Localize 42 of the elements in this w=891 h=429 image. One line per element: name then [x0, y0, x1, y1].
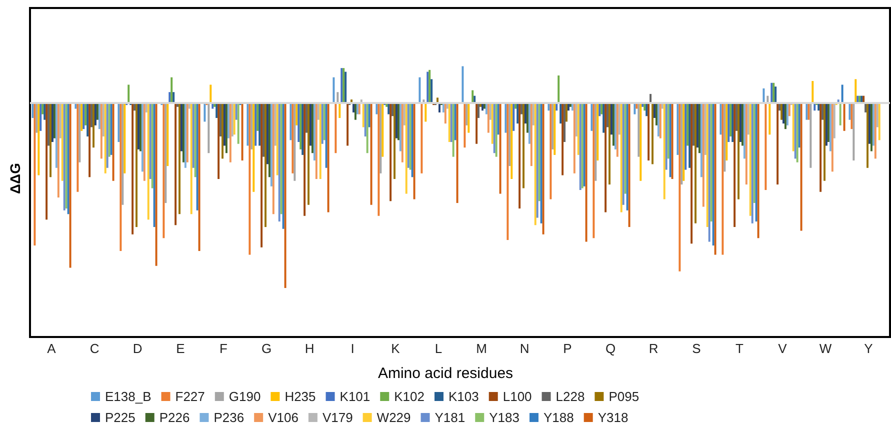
legend-label: E138_B	[105, 389, 152, 404]
legend-label: L228	[556, 389, 585, 404]
x-tick-label: L	[434, 341, 442, 356]
x-axis-title: Amino acid residues	[378, 365, 514, 382]
legend-label: K101	[340, 389, 370, 404]
legend-label: W229	[376, 410, 411, 425]
x-tick-label: C	[90, 341, 100, 356]
legend-label: V179	[322, 410, 353, 425]
x-tick-label: P	[563, 341, 572, 356]
x-tick-label: R	[648, 341, 658, 356]
x-tick-label: H	[304, 341, 314, 356]
legend-label: Y188	[543, 410, 574, 425]
x-tick-label: S	[692, 341, 702, 356]
x-tick-label: V	[778, 341, 788, 356]
legend-label: Y183	[489, 410, 520, 425]
x-tick-label: Q	[605, 341, 616, 356]
x-tick-label: A	[47, 341, 56, 356]
legend-label: K103	[448, 389, 479, 404]
x-tick-label: G	[261, 341, 272, 356]
legend-label: L100	[502, 389, 532, 404]
x-tick-label: I	[350, 341, 354, 356]
y-axis-title: ΔΔG	[7, 162, 23, 194]
legend-label: V106	[268, 410, 298, 425]
legend-label: K102	[394, 389, 425, 404]
x-tick-label: F	[220, 341, 228, 356]
legend-label: P225	[105, 410, 136, 425]
x-tick-label: W	[819, 341, 832, 356]
x-tick-label: E	[176, 341, 186, 356]
legend-label: P226	[159, 410, 190, 425]
legend-label: P095	[608, 389, 640, 404]
legend-label: F227	[175, 389, 205, 404]
x-tick-label: T	[736, 341, 744, 356]
x-tick-label: K	[391, 341, 400, 356]
x-tick-label: M	[476, 341, 487, 356]
legend-label: P236	[214, 410, 244, 425]
legend-label: Y318	[598, 410, 628, 425]
x-tick-label: N	[520, 341, 530, 356]
legend-label: G190	[228, 389, 261, 404]
x-tick-label: Y	[864, 341, 874, 356]
legend-label: Y181	[434, 410, 466, 425]
x-tick-label: D	[132, 341, 142, 356]
legend-label: H235	[284, 389, 316, 404]
